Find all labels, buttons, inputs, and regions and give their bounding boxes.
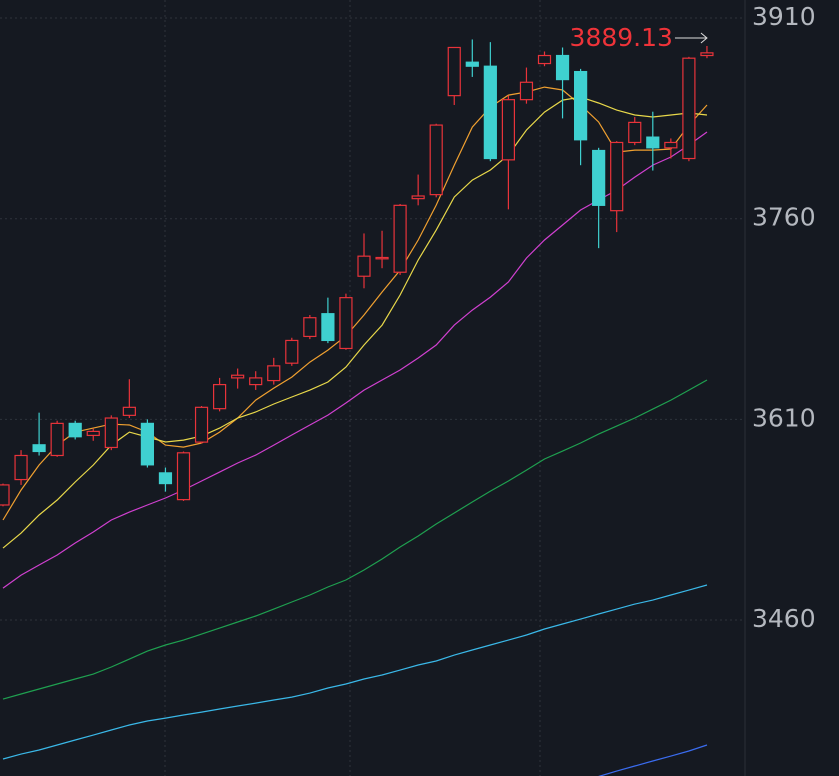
ma-line — [2, 131, 708, 589]
candle-body — [393, 204, 407, 273]
candle-body — [194, 406, 209, 443]
vertical-grid — [164, 0, 541, 776]
y-tick-label: 3910 — [752, 2, 816, 31]
candle-body — [104, 417, 118, 449]
candle-body — [321, 313, 335, 342]
candle-body — [176, 452, 191, 501]
y-tick-label: 3460 — [752, 604, 816, 633]
candle-body — [664, 141, 678, 149]
candle-body — [68, 422, 82, 438]
candle-body — [447, 46, 461, 97]
candle-body — [267, 365, 281, 382]
candle-body — [0, 484, 10, 506]
candle-body — [628, 121, 642, 144]
candle-body — [32, 444, 46, 453]
candle-body — [501, 99, 515, 161]
candle-body — [213, 383, 227, 410]
ma-line — [2, 96, 708, 549]
candle-body — [14, 454, 28, 481]
candle-body — [700, 52, 714, 57]
candle-body — [303, 317, 317, 338]
candle-body — [231, 374, 245, 379]
ma-line — [598, 744, 708, 776]
candle-body — [285, 339, 299, 364]
plot-area — [0, 39, 714, 776]
ma-line — [2, 584, 708, 760]
ma-line — [2, 379, 708, 700]
candle-body — [339, 297, 353, 350]
candle-body — [86, 430, 100, 437]
candle-body — [357, 255, 371, 277]
candle-body — [249, 377, 263, 386]
candle-body — [646, 136, 660, 149]
candle-body — [610, 141, 624, 212]
candle-body — [429, 124, 443, 196]
candle-body — [122, 406, 136, 416]
candle-body — [573, 70, 588, 141]
ma-line — [2, 86, 708, 521]
candle-body — [682, 57, 696, 160]
y-tick-label: 3610 — [752, 403, 816, 432]
candle-body — [158, 472, 173, 485]
candle-body — [519, 81, 534, 101]
candle-body — [50, 422, 64, 457]
candle-body — [592, 149, 606, 206]
max-marker-label: 3889.13 — [570, 23, 673, 52]
candle-body — [411, 195, 425, 200]
candle-body — [555, 54, 570, 81]
candle-body — [537, 54, 552, 65]
candle-body — [140, 422, 154, 466]
candle-body — [375, 256, 389, 260]
candle-body — [465, 61, 479, 67]
candle-body — [483, 65, 497, 160]
max-marker-arrowhead — [700, 32, 708, 44]
y-tick-label: 3760 — [752, 203, 816, 232]
